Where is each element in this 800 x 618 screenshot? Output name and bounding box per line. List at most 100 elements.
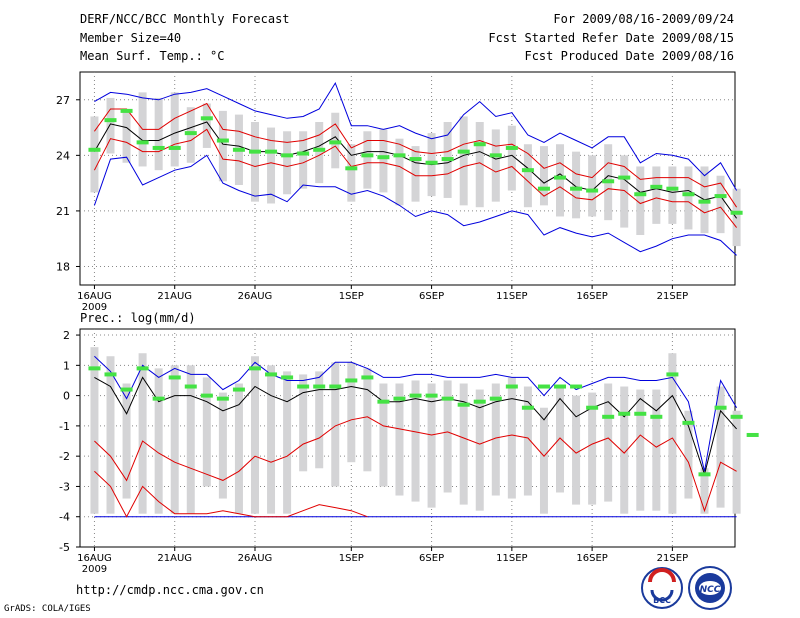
obs-marker <box>554 384 567 389</box>
spread-box <box>732 410 741 514</box>
obs-marker <box>281 153 294 158</box>
obs-marker <box>265 372 278 377</box>
y-tick-label: 1 <box>63 359 70 372</box>
x-tick-label: 16SEP <box>576 291 607 302</box>
y-tick-label: -5 <box>59 541 70 554</box>
obs-marker <box>104 372 117 377</box>
spread-box <box>539 146 548 206</box>
spread-box <box>234 383 243 514</box>
spread-box <box>572 151 581 219</box>
obs-marker <box>377 399 390 404</box>
spread-box <box>154 97 163 171</box>
obs-marker <box>650 414 663 419</box>
x-tick-label: 1SEP <box>339 553 364 564</box>
spread-box <box>379 383 388 487</box>
spread-box <box>700 468 709 514</box>
obs-marker <box>554 175 567 180</box>
x-tick-label: 11SEP <box>496 553 527 564</box>
spread-box <box>443 380 452 493</box>
min-line <box>93 154 737 256</box>
spread-box <box>636 166 645 235</box>
obs-marker <box>152 145 165 150</box>
max-line <box>94 355 738 472</box>
spread-box <box>427 383 436 508</box>
obs-marker <box>345 378 358 383</box>
obs-marker <box>666 186 679 191</box>
spread-box <box>395 138 404 206</box>
spread-box <box>411 380 420 502</box>
x-tick-year: 2009 <box>82 302 107 313</box>
spread-box <box>90 116 99 193</box>
spread-box <box>588 155 597 217</box>
obs-marker <box>489 153 502 158</box>
obs-marker <box>120 387 133 392</box>
obs-marker <box>152 396 165 401</box>
spread-box <box>138 353 147 514</box>
std-lower2-line <box>94 470 368 518</box>
x-tick-label: 6SEP <box>419 291 444 302</box>
member-size: Member Size=40 <box>80 31 182 45</box>
precip-variable-label: Prec.: log(mm/d) <box>80 311 196 325</box>
obs-marker <box>232 387 245 392</box>
spread-box <box>315 371 324 469</box>
spread-box <box>684 166 693 230</box>
spread-box <box>283 371 292 514</box>
x-tick-label: 21SEP <box>657 553 688 564</box>
obs-marker <box>537 186 550 191</box>
spread-box <box>202 377 211 487</box>
spread-box <box>315 122 324 184</box>
spread-box <box>347 362 356 463</box>
obs-marker <box>265 149 278 154</box>
x-tick-label: 21SEP <box>657 291 688 302</box>
obs-marker <box>570 384 583 389</box>
spread-box <box>491 129 500 202</box>
spread-box <box>363 368 372 472</box>
obs-marker <box>618 175 631 180</box>
obs-marker <box>473 399 486 404</box>
obs-marker <box>361 153 374 158</box>
spread-box <box>90 347 99 514</box>
obs-marker <box>313 147 326 152</box>
std-lower-line <box>94 416 737 513</box>
x-tick-label: 26AUG <box>238 553 273 564</box>
spread-box <box>347 144 356 202</box>
obs-marker <box>457 149 470 154</box>
x-tick-label: 11SEP <box>496 291 527 302</box>
spread-box <box>299 131 308 189</box>
obs-marker <box>682 192 695 197</box>
obs-marker <box>602 179 615 184</box>
spread-box <box>652 389 661 511</box>
spread-box <box>475 389 484 511</box>
obs-marker <box>377 155 390 160</box>
obs-marker <box>730 414 743 419</box>
spread-box <box>250 122 259 202</box>
y-tick-label: 21 <box>56 205 70 218</box>
spread-box <box>218 392 227 499</box>
y-tick-label: 27 <box>56 94 70 107</box>
obs-marker <box>184 384 197 389</box>
spread-box <box>154 368 163 514</box>
obs-marker <box>104 118 117 123</box>
obs-marker <box>586 405 599 410</box>
obs-marker <box>216 138 229 143</box>
forecast-started-date: Fcst Started Refer Date 2009/08/15 <box>488 31 734 45</box>
obs-marker <box>313 384 326 389</box>
spread-box <box>299 374 308 472</box>
obs-marker <box>409 157 422 162</box>
obs-marker <box>666 372 679 377</box>
obs-marker <box>746 432 759 437</box>
y-tick-label: -2 <box>59 450 70 463</box>
obs-marker <box>650 184 663 189</box>
x-tick-label: 1SEP <box>339 291 364 302</box>
obs-marker <box>521 405 534 410</box>
source-url[interactable]: http://cmdp.ncc.cma.gov.cn <box>76 583 264 597</box>
x-tick-label: 16AUG <box>77 291 112 302</box>
spread-box <box>620 155 629 228</box>
spread-box <box>636 389 645 511</box>
spread-box <box>604 383 613 502</box>
obs-marker <box>248 149 261 154</box>
spread-box <box>539 407 548 514</box>
spread-box <box>572 395 581 505</box>
obs-marker <box>232 147 245 152</box>
obs-marker <box>425 160 438 165</box>
